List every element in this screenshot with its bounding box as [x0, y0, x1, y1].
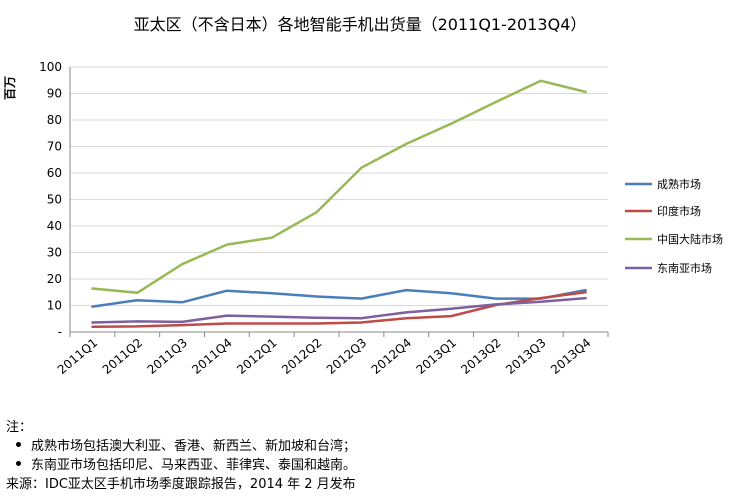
source-note: 来源：IDC亚太区手机市场季度跟踪报告，2014 年 2 月发布: [6, 477, 356, 492]
series-line: [91, 288, 587, 308]
x-tick-label: 2012Q1: [234, 336, 279, 377]
note-bullet-text: 成熟市场包括澳大利亚、香港、新西兰、新加坡和台湾；: [31, 439, 357, 454]
y-tick-label: 80: [47, 113, 62, 127]
legend-label: 东南亚市场: [657, 261, 712, 275]
x-tick-labels: 2011Q1 2011Q2 2011Q3 2011Q4 2012Q1 2012Q2 2012…: [55, 336, 594, 377]
series-line: [91, 79, 587, 295]
y-tick-label: 30: [47, 246, 62, 260]
legend-label: 中国大陆市场: [657, 232, 723, 246]
note-bullet-1: 成熟市场包括澳大利亚、香港、新西兰、新加坡和台湾；: [6, 437, 746, 456]
y-tick-label: 90: [47, 87, 62, 101]
x-tick-label: 2012Q3: [324, 336, 369, 377]
x-tick-label: 2012Q2: [279, 336, 324, 377]
x-tick-label: 2013Q3: [503, 336, 548, 377]
x-tick-label: 2011Q2: [100, 336, 145, 377]
gridlines: [70, 66, 608, 306]
line-chart: 亚太区（不含日本）各地智能手机出货量（2011Q1-2013Q4） 百万 - 10…: [3, 15, 723, 377]
y-tick-label: 20: [47, 272, 62, 286]
axes: [69, 67, 609, 337]
note-bullet-2: 东南亚市场包括印尼、马来西亚、菲律宾、泰国和越南。: [6, 456, 746, 475]
x-tick-label: 2012Q4: [369, 336, 414, 377]
series-line: [91, 296, 587, 324]
x-tick-label: 2013Q2: [458, 336, 503, 377]
x-tick-label: 2013Q4: [548, 336, 593, 377]
y-tick-label: 40: [47, 219, 62, 233]
chart-title: 亚太区（不含日本）各地智能手机出货量（2011Q1-2013Q4）: [134, 15, 587, 34]
note-bullet-text: 东南亚市场包括印尼、马来西亚、菲律宾、泰国和越南。: [31, 458, 357, 473]
x-tick-label: 2011Q4: [189, 336, 234, 377]
x-tick-label: 2011Q1: [55, 336, 100, 377]
bullet-icon: [16, 461, 21, 466]
y-tick-label: 10: [47, 299, 62, 313]
y-tick-labels: - 10 20 30 40 50 60 70 80 90 100: [39, 60, 62, 339]
x-tick-label: 2011Q3: [145, 336, 190, 377]
y-tick-label: -: [58, 325, 62, 339]
y-tick-label: 60: [47, 166, 62, 180]
y-tick-label: 50: [47, 193, 62, 207]
y-axis-label: 百万: [3, 76, 17, 100]
bullet-icon: [16, 442, 21, 447]
footnotes: 注： 成熟市场包括澳大利亚、香港、新西兰、新加坡和台湾； 东南亚市场包括印尼、马…: [6, 418, 746, 494]
notes-label: 注：: [6, 420, 33, 435]
y-tick-label: 100: [39, 60, 62, 74]
series-lines: [91, 79, 587, 328]
legend-label: 成熟市场: [657, 177, 701, 191]
legend-label: 印度市场: [657, 204, 701, 218]
y-tick-label: 70: [47, 140, 62, 154]
x-tick-label: 2013Q1: [414, 336, 459, 377]
